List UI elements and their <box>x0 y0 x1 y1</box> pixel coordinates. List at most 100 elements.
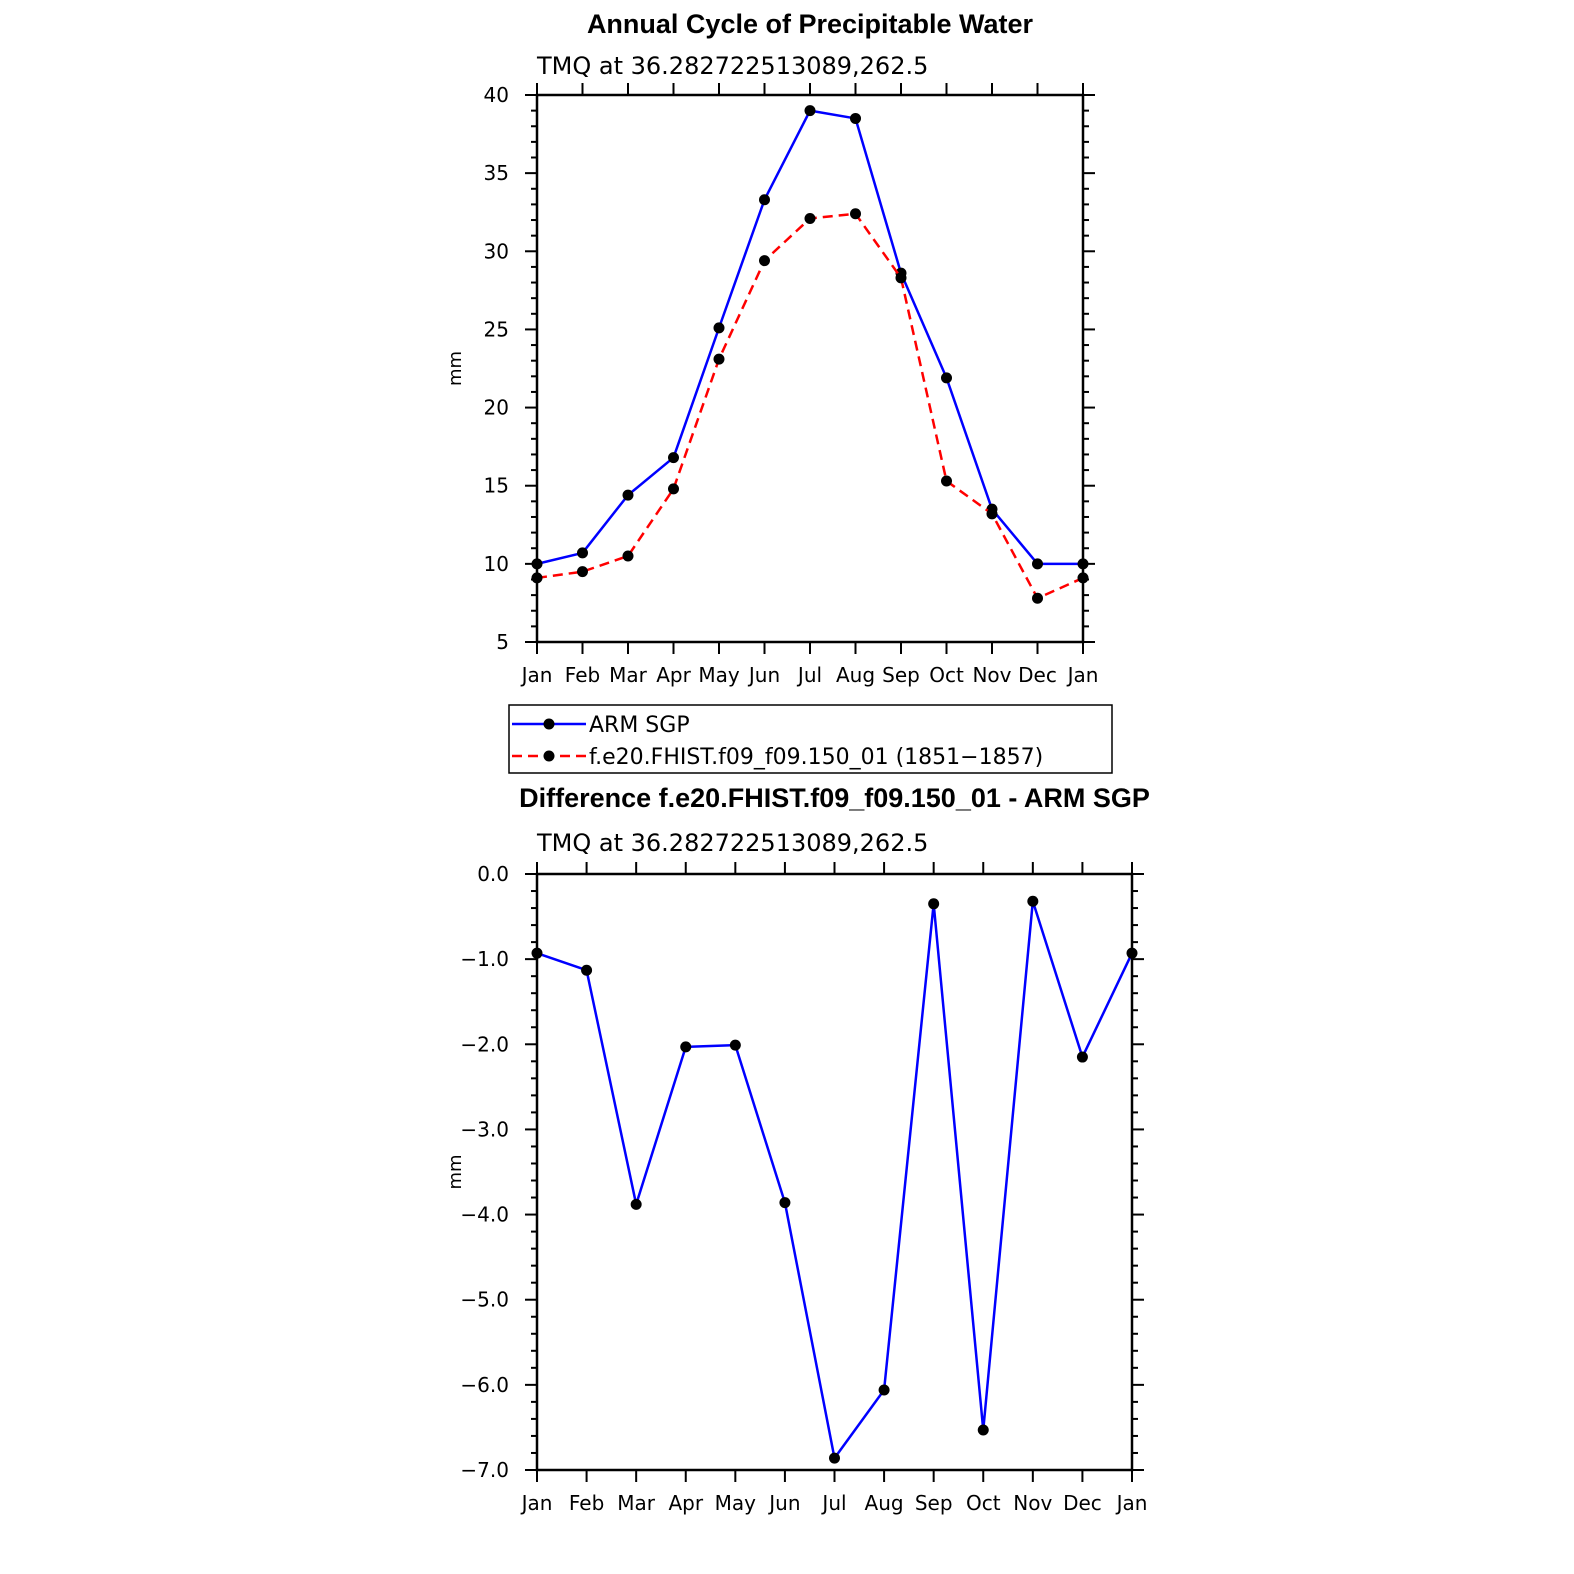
data-point <box>713 353 725 365</box>
data-point <box>759 194 770 206</box>
y-tick-label: 5 <box>496 630 509 654</box>
legend-marker <box>543 718 555 730</box>
data-point <box>895 272 907 284</box>
x-tick-label: Aug <box>836 663 875 687</box>
y-axis-label: mm <box>445 1154 466 1189</box>
data-point <box>878 1384 890 1396</box>
chart-subtitle: TMQ at 36.282722513089,262.5 <box>536 52 928 80</box>
data-point <box>986 508 998 520</box>
data-point <box>531 947 543 959</box>
x-tick-label: Apr <box>668 1491 703 1515</box>
data-point <box>1126 947 1138 959</box>
y-tick-label: 20 <box>484 396 509 420</box>
x-tick-label: Feb <box>565 663 600 687</box>
y-tick-label: −6.0 <box>460 1373 509 1397</box>
x-tick-label: Jan <box>520 663 553 687</box>
y-tick-label: −5.0 <box>460 1288 509 1312</box>
x-tick-label: Apr <box>656 663 691 687</box>
data-point <box>713 322 725 334</box>
chart-subtitle: TMQ at 36.282722513089,262.5 <box>536 829 928 857</box>
data-point <box>850 112 861 124</box>
data-point <box>531 558 543 570</box>
data-point <box>668 483 679 495</box>
x-tick-label: May <box>715 1491 757 1515</box>
data-point <box>1076 1051 1088 1063</box>
x-tick-label: Aug <box>865 1491 904 1515</box>
y-tick-label: 25 <box>484 317 509 341</box>
series-line-1 <box>536 899 1134 1460</box>
legend: ARM SGP f.e20.FHIST.f09_f09.150_01 (1851−… <box>508 704 1113 774</box>
x-tick-label: Jun <box>767 1491 800 1515</box>
y-tick-label: −1.0 <box>460 947 509 971</box>
data-point <box>577 566 588 578</box>
data-point <box>729 1039 741 1051</box>
data-point <box>928 898 940 910</box>
x-tick-label: Oct <box>929 663 964 687</box>
chart-1: Annual Cycle of Precipitable Water TMQ at… <box>445 9 1113 774</box>
x-tick-label: Sep <box>915 1491 953 1515</box>
data-point <box>1077 558 1089 570</box>
y-tick-label: 40 <box>484 83 509 107</box>
data-point <box>829 1452 840 1464</box>
data-point <box>804 105 816 117</box>
y-tick-label: −2.0 <box>460 1032 509 1056</box>
y-tick-label: −4.0 <box>460 1203 509 1227</box>
data-point <box>668 452 679 464</box>
data-point <box>680 1041 692 1053</box>
data-point <box>622 550 634 562</box>
x-tick-label: Feb <box>569 1491 604 1515</box>
x-tick-label: May <box>698 663 740 687</box>
x-tick-label: Jan <box>1066 663 1099 687</box>
data-point <box>1032 592 1043 604</box>
data-point <box>941 475 952 487</box>
x-tick-label: Mar <box>609 663 648 687</box>
data-point <box>531 572 543 584</box>
y-tick-label: 10 <box>484 552 509 576</box>
chart-title: Difference f.e20.FHIST.f09_f09.150_01 - … <box>519 783 1150 813</box>
legend-label-2: f.e20.FHIST.f09_f09.150_01 (1851−1857) <box>589 745 1043 770</box>
data-point <box>850 208 861 220</box>
plot-frame <box>535 872 1134 1472</box>
x-tick-label: Jun <box>747 663 780 687</box>
x-tick-label: Nov <box>1013 1491 1052 1515</box>
y-tick-label: 30 <box>484 239 509 263</box>
data-point <box>804 212 816 224</box>
x-tick-label: Nov <box>972 663 1011 687</box>
data-point <box>1032 558 1043 570</box>
legend-marker <box>543 750 555 762</box>
x-tick-label: Jan <box>1115 1491 1148 1515</box>
data-point <box>622 489 634 501</box>
legend-box <box>508 704 1113 774</box>
y-tick-label: 35 <box>484 161 509 185</box>
x-tick-label: Jul <box>820 1491 846 1515</box>
y-ticks <box>525 94 1095 643</box>
data-point <box>759 255 770 267</box>
y-ticks <box>525 873 1144 1471</box>
x-tick-label: Jul <box>796 663 822 687</box>
data-point <box>977 1424 989 1436</box>
x-tick-label: Dec <box>1063 1491 1102 1515</box>
data-point <box>779 1197 791 1209</box>
chart-2: Difference f.e20.FHIST.f09_f09.150_01 - … <box>445 783 1150 1515</box>
data-point <box>1077 572 1089 584</box>
x-tick-label: Oct <box>966 1491 1001 1515</box>
series-line-2 <box>536 212 1084 600</box>
data-point <box>941 372 952 384</box>
y-tick-label: −3.0 <box>460 1117 509 1141</box>
data-point <box>1027 895 1039 907</box>
x-ticks <box>536 862 1133 1482</box>
chart-title: Annual Cycle of Precipitable Water <box>587 9 1034 39</box>
data-point <box>630 1198 642 1210</box>
x-tick-label: Sep <box>882 663 920 687</box>
x-tick-label: Dec <box>1018 663 1057 687</box>
data-point <box>581 964 593 976</box>
data-point <box>577 547 588 559</box>
x-tick-label: Jan <box>520 1491 553 1515</box>
y-tick-label: −7.0 <box>460 1458 509 1482</box>
legend-label-1: ARM SGP <box>589 713 690 738</box>
y-tick-label: 15 <box>484 474 509 498</box>
y-tick-label: 0.0 <box>477 862 509 886</box>
y-axis-label: mm <box>445 351 466 386</box>
x-ticks <box>536 83 1084 654</box>
